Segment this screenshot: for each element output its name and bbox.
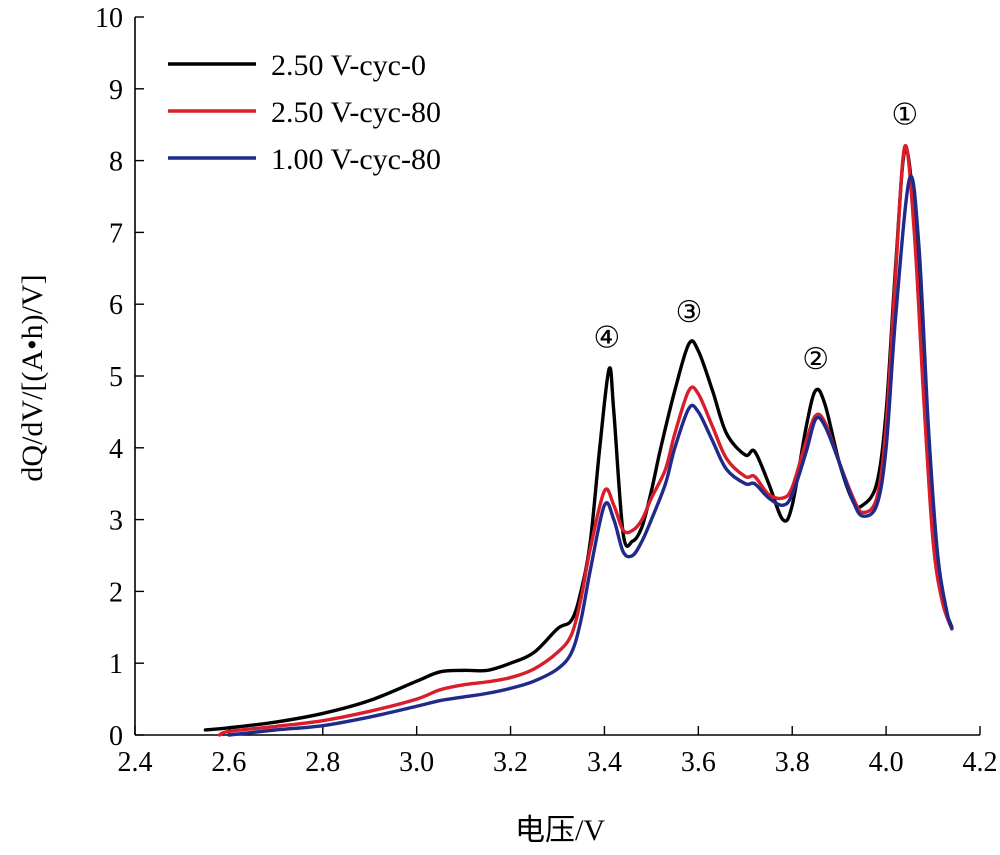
x-tick-label: 3.8	[775, 747, 810, 778]
y-tick-label: 9	[109, 75, 123, 106]
y-tick-label: 5	[109, 362, 123, 393]
y-tick-label: 6	[109, 290, 123, 321]
legend-label-2-50-v-cyc-80: 2.50 V-cyc-80	[271, 96, 441, 129]
peak-label: ③	[675, 295, 702, 330]
x-tick-label: 2.6	[211, 747, 246, 778]
y-axis-title: dQ/dV/[(A•h)/V]	[16, 274, 49, 481]
peak-label: ①	[891, 98, 918, 133]
x-axis-title: 电压/V	[515, 814, 605, 847]
series-line-2-50-v-cyc-80	[217, 143, 954, 737]
legend-label-2-50-v-cyc-0: 2.50 V-cyc-0	[271, 49, 426, 82]
x-tick-label: 3.4	[587, 747, 622, 778]
y-tick-label: 2	[109, 577, 123, 608]
x-tick-label: 4.0	[869, 747, 904, 778]
y-tick-label: 0	[109, 721, 123, 752]
legend-label-1-00-v-cyc-80: 1.00 V-cyc-80	[271, 143, 441, 176]
y-tick-label: 1	[109, 649, 123, 680]
x-tick-label: 4.2	[963, 747, 998, 778]
y-tick-label: 8	[109, 147, 123, 178]
x-tick-label: 3.2	[493, 747, 528, 778]
x-tick-label: 3.0	[399, 747, 434, 778]
y-tick-label: 3	[109, 506, 123, 537]
y-tick-label: 7	[109, 218, 123, 249]
x-tick-label: 3.6	[681, 747, 716, 778]
x-tick-label: 2.4	[118, 747, 153, 778]
y-tick-label: 4	[109, 434, 123, 465]
x-tick-label: 2.8	[305, 747, 340, 778]
peak-label: ④	[593, 320, 620, 355]
series-line-1-00-v-cyc-80	[227, 174, 954, 737]
y-tick-label: 10	[95, 3, 123, 34]
series-line-2-50-v-cyc-0	[203, 146, 954, 732]
peak-label: ②	[802, 342, 829, 377]
